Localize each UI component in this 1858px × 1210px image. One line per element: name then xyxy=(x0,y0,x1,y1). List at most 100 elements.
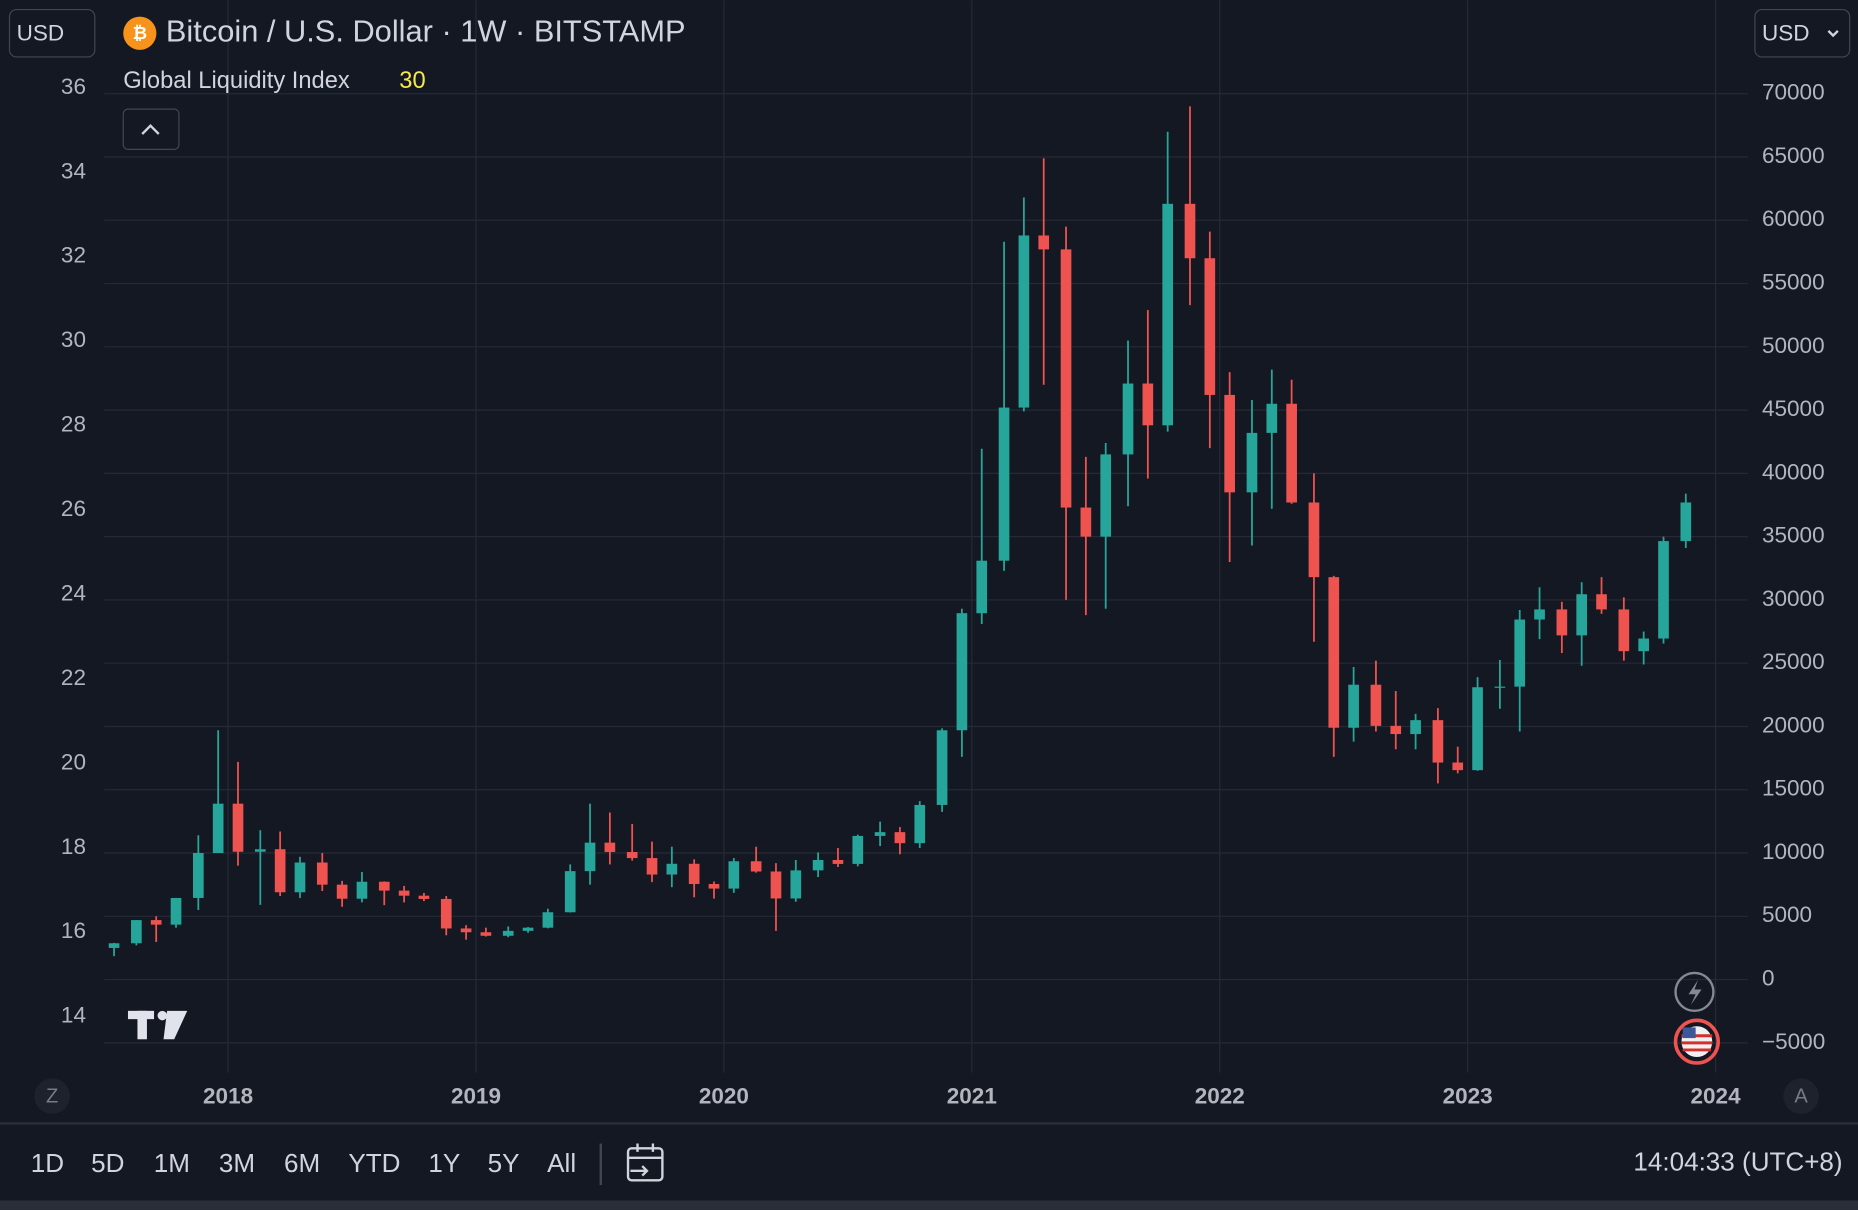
candle-body xyxy=(192,853,204,898)
candle-body xyxy=(542,912,554,928)
flag-canton xyxy=(1682,1027,1696,1039)
currency-dropdown-label: USD xyxy=(1762,20,1810,45)
market-flag-button[interactable] xyxy=(1673,1018,1720,1065)
candle-body xyxy=(1618,609,1630,652)
candle-body xyxy=(254,849,266,852)
timeframe-button[interactable]: 5D xyxy=(91,1148,124,1178)
candle-body xyxy=(232,803,244,852)
y2-tick-label: 30000 xyxy=(1762,586,1825,611)
auto-scale-label: A xyxy=(1794,1086,1808,1108)
x-tick-label: 2024 xyxy=(1691,1083,1742,1108)
candle-body xyxy=(522,927,534,931)
lightning-button[interactable] xyxy=(1674,971,1715,1013)
timeframe-button[interactable]: YTD xyxy=(348,1148,400,1178)
candle-body xyxy=(1348,684,1359,728)
candle-body xyxy=(460,928,472,933)
candle-body xyxy=(336,884,348,899)
candle-body xyxy=(1266,403,1278,433)
bottom-border xyxy=(0,1200,1858,1210)
y-tick-label: 30 xyxy=(61,327,86,352)
x-tick-label: 2023 xyxy=(1443,1083,1493,1108)
indicator-value: 30 xyxy=(399,68,425,94)
candle-body xyxy=(812,859,824,871)
candle-body xyxy=(1638,638,1650,652)
dropdown-chevron xyxy=(1827,30,1839,38)
candle-body xyxy=(894,832,906,844)
lightning-icon xyxy=(1688,980,1702,1005)
auto-scale-button[interactable] xyxy=(1783,1078,1819,1114)
y-tick-label: 32 xyxy=(61,243,86,268)
y2-tick-label: 70000 xyxy=(1762,80,1825,105)
y-tick-label: 18 xyxy=(61,834,86,859)
y-tick-label: 34 xyxy=(61,158,86,183)
collapse-button[interactable] xyxy=(122,108,180,150)
chevron-up xyxy=(141,124,160,135)
y2-tick-label: 55000 xyxy=(1762,270,1825,295)
candle-body xyxy=(1410,720,1421,735)
timeframe-button[interactable]: 3M xyxy=(219,1148,255,1178)
candle-body xyxy=(832,859,844,864)
candle-body xyxy=(584,842,596,872)
y2-tick-label: 25000 xyxy=(1762,649,1825,674)
candle-body xyxy=(1370,684,1382,726)
y2-tick-label: 10000 xyxy=(1762,839,1825,864)
candle-body xyxy=(1224,394,1235,493)
axes: −5000 0 5000 10000 15000 20000 25000 30000 35000… xyxy=(61,74,1825,1108)
goto-date-button[interactable] xyxy=(626,1143,664,1182)
x-tick-label: 2020 xyxy=(699,1083,749,1108)
candle-body xyxy=(108,943,120,948)
candle-body xyxy=(131,920,142,944)
candle-body xyxy=(1060,249,1072,508)
y2-tick-label: 60000 xyxy=(1762,206,1825,231)
y2-tick-label: 65000 xyxy=(1762,143,1825,168)
candle-body xyxy=(356,881,368,899)
candle-body xyxy=(956,613,968,731)
timeframe-button[interactable]: 1D xyxy=(31,1148,64,1178)
candle-body xyxy=(1184,203,1196,259)
scale-mode-button[interactable] xyxy=(34,1078,70,1114)
y-tick-label: 22 xyxy=(61,665,86,690)
candle-body xyxy=(998,407,1010,561)
candle-body xyxy=(170,897,182,925)
candle-body xyxy=(1390,725,1402,735)
timeframe-button[interactable]: 6M xyxy=(284,1148,320,1178)
candle-body xyxy=(502,930,514,936)
timeframe-button[interactable]: 1M xyxy=(154,1148,190,1178)
candle-body xyxy=(1452,762,1464,771)
candle-body xyxy=(1142,383,1154,426)
y2-tick-label: 0 xyxy=(1762,966,1775,991)
currency-label: USD xyxy=(17,20,65,45)
candle-body xyxy=(150,920,162,925)
candle-body xyxy=(708,884,720,889)
candle-body xyxy=(1122,383,1134,455)
y2-tick-label: 45000 xyxy=(1762,396,1825,421)
y2-tick-label: −5000 xyxy=(1762,1029,1825,1054)
candle-body xyxy=(688,863,700,885)
currency-dropdown[interactable] xyxy=(1754,8,1851,58)
candle-body xyxy=(646,858,658,875)
scale-mode-label: Z xyxy=(46,1086,58,1108)
x-tick-label: 2022 xyxy=(1195,1083,1245,1108)
timeframe-button[interactable]: 5Y xyxy=(488,1148,520,1178)
grid xyxy=(104,0,1748,1073)
candle-body xyxy=(480,932,492,936)
timeframe-button[interactable]: 1Y xyxy=(428,1148,460,1178)
candle-body xyxy=(1286,403,1297,503)
y-tick-label: 16 xyxy=(61,918,86,943)
candle-body xyxy=(1494,686,1506,688)
candle-body xyxy=(1658,541,1669,639)
y-tick-label: 36 xyxy=(61,74,86,99)
y2-tick-label: 5000 xyxy=(1762,902,1812,927)
candle-body xyxy=(976,560,988,614)
candle-body xyxy=(728,861,740,889)
candle-body xyxy=(1080,507,1092,537)
currency-button[interactable] xyxy=(8,8,96,58)
candle-body xyxy=(790,870,802,899)
candle-body xyxy=(1018,235,1030,408)
x-tick-label: 2018 xyxy=(203,1083,253,1108)
plot xyxy=(108,106,1692,957)
candle-body xyxy=(398,890,410,896)
timeframe-button[interactable]: All xyxy=(547,1148,576,1178)
candle-body xyxy=(564,871,576,913)
